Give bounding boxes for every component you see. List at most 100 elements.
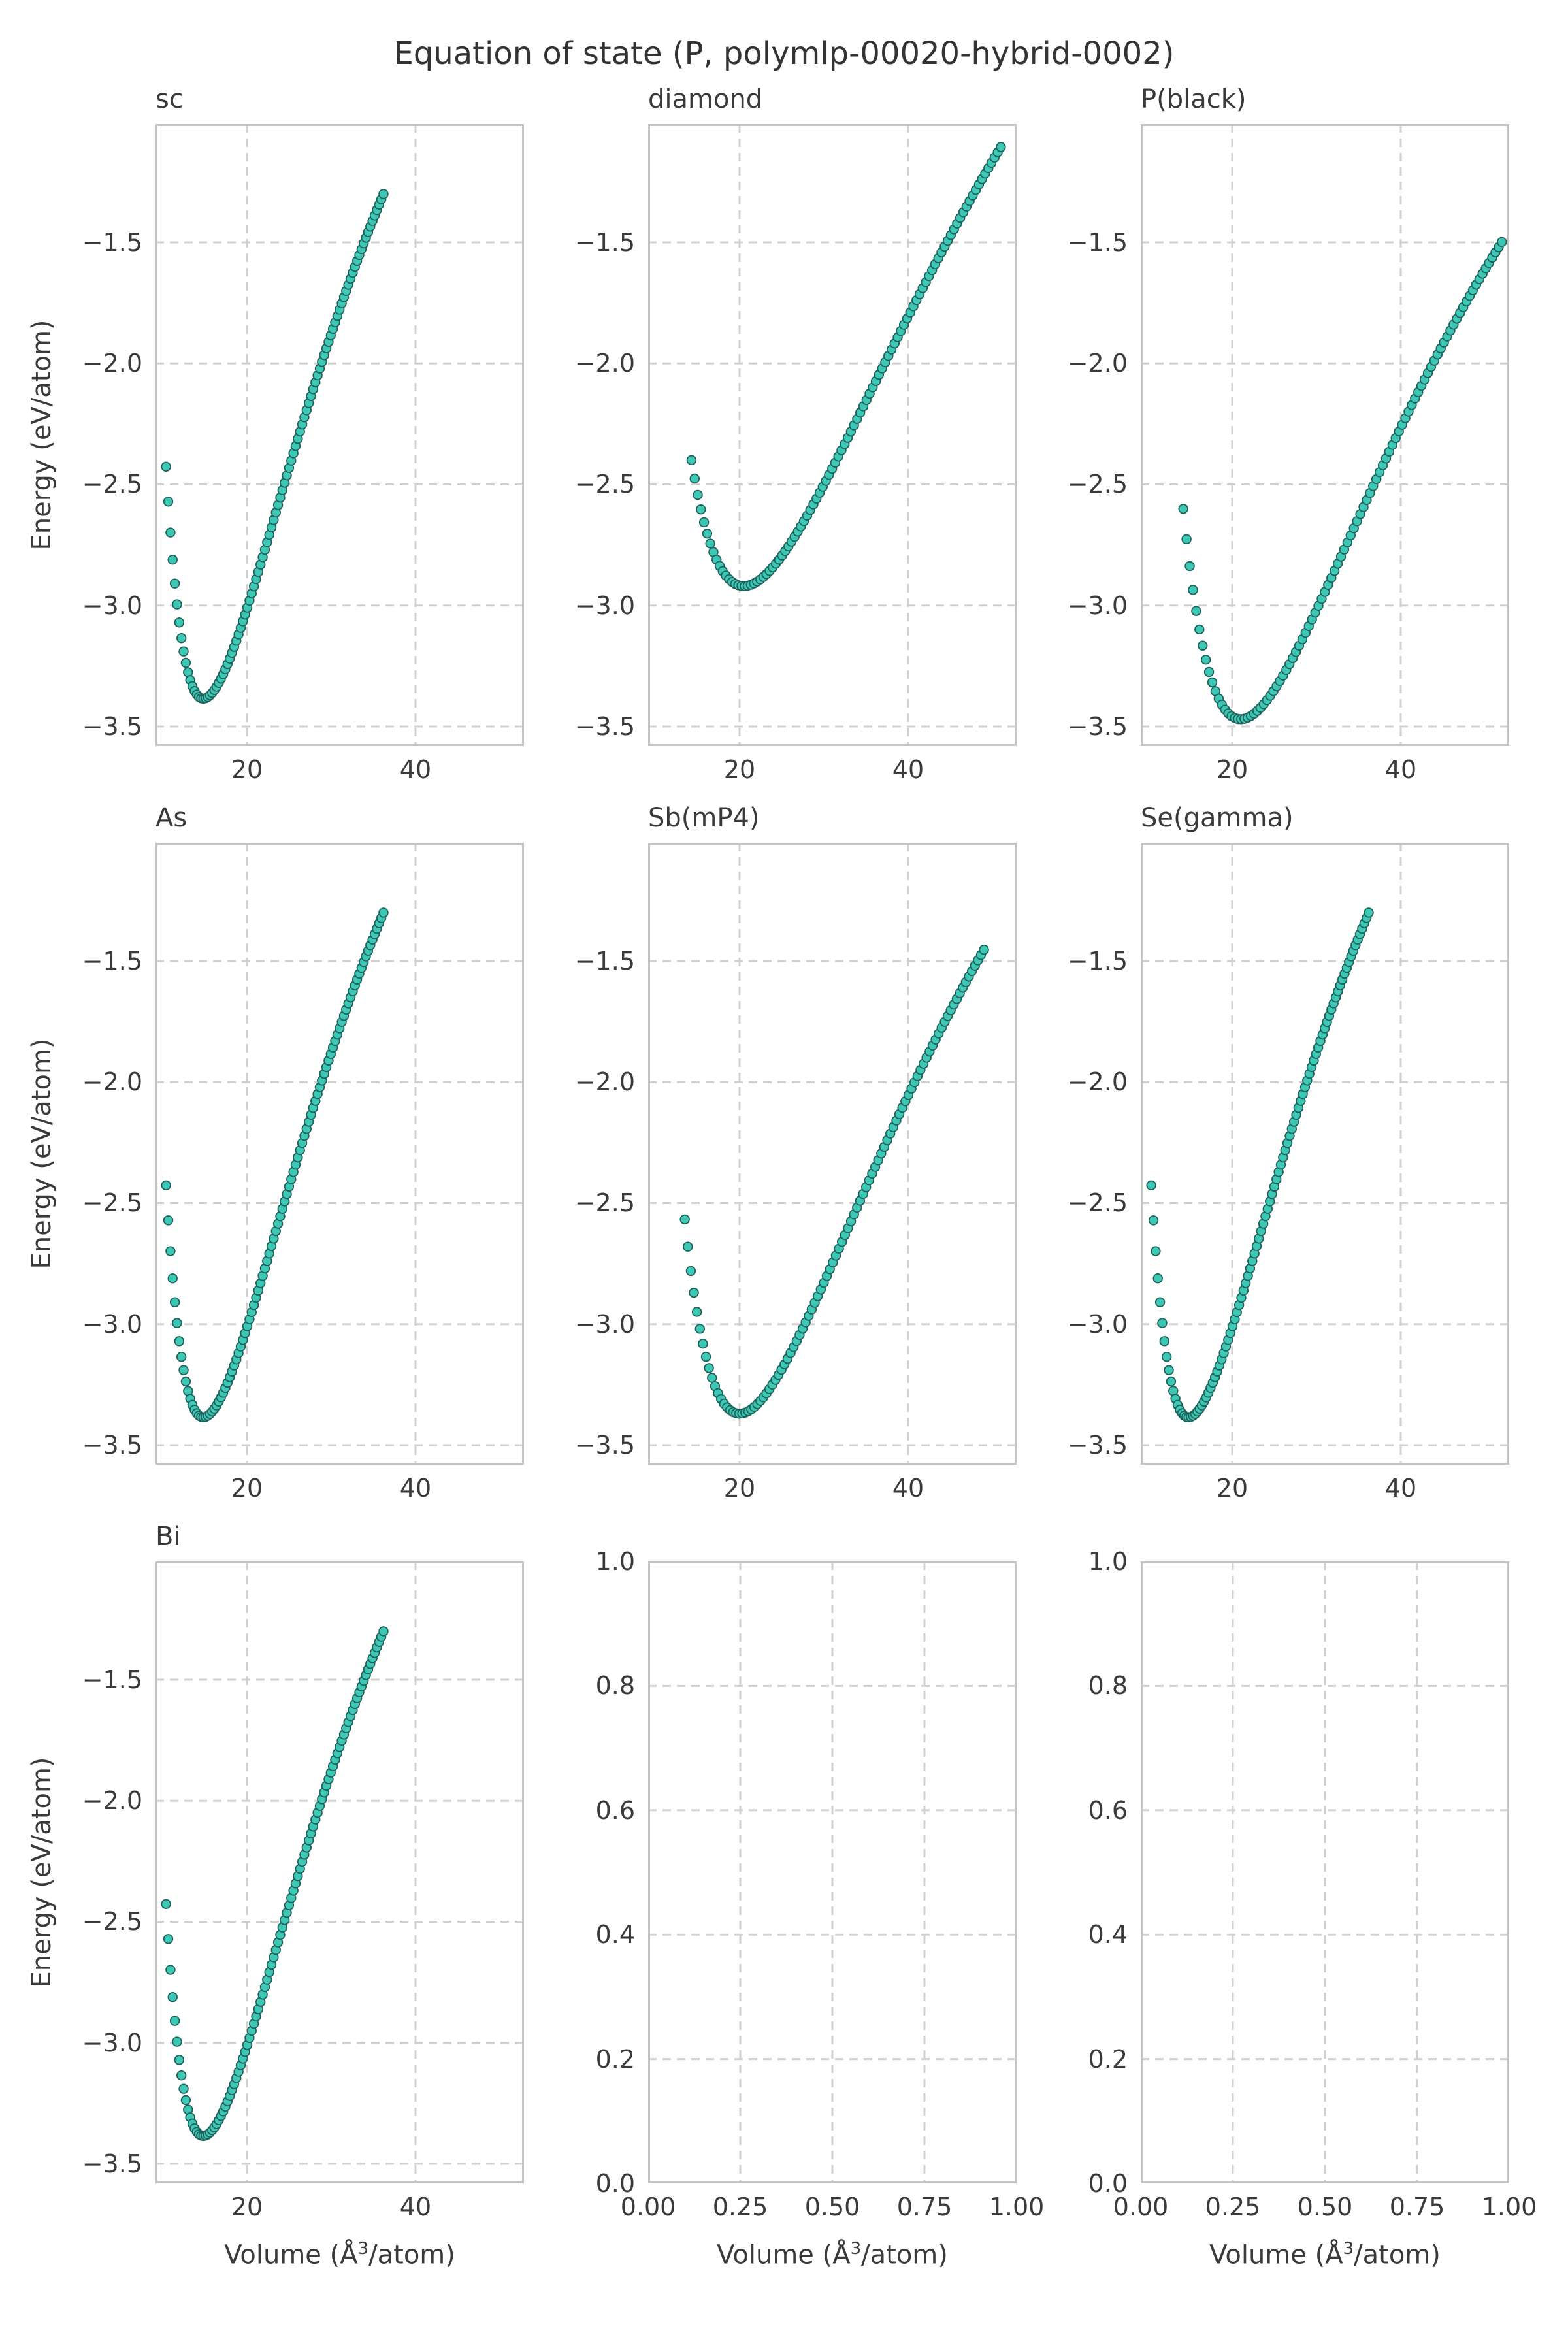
y-tick-label: −3.0 — [1067, 1309, 1128, 1339]
data-point — [161, 1899, 171, 1910]
x-tick-label: 40 — [399, 755, 432, 784]
x-tick-label: 20 — [231, 1474, 263, 1503]
data-point — [378, 907, 389, 918]
x-tick-label: 20 — [231, 2193, 263, 2221]
y-tick-label: 0.8 — [1088, 1671, 1128, 1701]
subplot-title-Bi: Bi — [155, 1522, 181, 1552]
x-tick-label: 40 — [892, 1474, 924, 1503]
data-point — [180, 657, 191, 668]
y-tick-label: −2.0 — [574, 349, 635, 378]
data-point — [693, 489, 703, 500]
data-point — [165, 1965, 176, 1975]
y-tick-label: 0.0 — [595, 2169, 635, 2198]
y-tick-label: −3.0 — [82, 2028, 142, 2057]
data-point — [1191, 606, 1201, 616]
data-point — [378, 1626, 389, 1637]
data-point — [679, 1214, 690, 1225]
y-tick-label: 1.0 — [595, 1547, 635, 1576]
y-tick-label: 0.2 — [1088, 2044, 1128, 2074]
data-point — [700, 1351, 711, 1362]
y-tick-label: −3.0 — [574, 1309, 635, 1339]
y-tick-label: −2.0 — [1067, 349, 1128, 378]
data-point — [1364, 907, 1374, 918]
data-point — [169, 578, 180, 589]
data-point — [174, 2055, 185, 2065]
y-tick-label: −2.5 — [82, 1907, 142, 1936]
data-point — [169, 2016, 180, 2026]
subplot-title-sc: sc — [155, 84, 184, 114]
y-tick-label: −3.0 — [574, 591, 635, 620]
y-tick-label: −3.0 — [82, 1309, 142, 1339]
x-tick-label: 0.50 — [1297, 2193, 1353, 2221]
data-point — [698, 1339, 708, 1349]
data-point — [683, 1241, 693, 1252]
x-tick-label: 20 — [1216, 1474, 1249, 1503]
data-point — [1146, 1180, 1156, 1191]
data-point — [1184, 561, 1195, 572]
x-tick-label: 20 — [1216, 755, 1249, 784]
axes-spines — [1141, 124, 1509, 746]
data-point — [1188, 585, 1198, 595]
data-point — [167, 1273, 178, 1284]
data-point — [1164, 1365, 1174, 1375]
subplot-title-Se(gamma): Se(gamma) — [1141, 803, 1294, 833]
y-tick-label: 0.6 — [595, 1795, 635, 1825]
y-tick-label: −3.5 — [1067, 711, 1128, 741]
plot-area-empty-8 — [1141, 1561, 1509, 2183]
y-tick-label: −3.5 — [82, 711, 142, 741]
y-tick-label: 0.0 — [1088, 2169, 1128, 2198]
y-tick-label: −1.5 — [1067, 227, 1128, 257]
x-tick-label: 40 — [892, 755, 924, 784]
data-point — [1161, 1352, 1172, 1362]
axes-spines — [648, 124, 1017, 746]
data-point — [1154, 1297, 1166, 1307]
data-point — [1200, 655, 1211, 665]
x-tick-label: 0.25 — [1205, 2193, 1261, 2221]
data-point — [1178, 504, 1188, 514]
y-axis-label: Energy (eV/atom) — [27, 319, 57, 551]
data-point — [378, 189, 389, 199]
y-tick-label: −2.5 — [82, 1188, 142, 1218]
y-tick-label: 0.4 — [595, 1920, 635, 1950]
data-point — [996, 142, 1006, 152]
data-point — [704, 1363, 714, 1373]
plot-area-empty-7 — [648, 1561, 1017, 2183]
data-point — [163, 1215, 174, 1226]
data-point — [1497, 237, 1507, 248]
y-tick-label: 0.6 — [1088, 1795, 1128, 1825]
data-point — [702, 529, 713, 539]
x-tick-label: 40 — [399, 1474, 432, 1503]
y-tick-label: −2.5 — [574, 1188, 635, 1218]
y-tick-label: −2.5 — [1067, 1188, 1128, 1218]
plot-area-sc — [155, 124, 524, 746]
data-point — [1159, 1336, 1170, 1347]
y-axis-label: Energy (eV/atom) — [27, 1038, 57, 1269]
plot-area-Bi — [155, 1561, 524, 2183]
y-tick-label: −2.5 — [1067, 470, 1128, 499]
y-tick-label: −2.0 — [82, 349, 142, 378]
y-tick-label: −3.5 — [82, 1430, 142, 1460]
axes-spines — [155, 1561, 524, 2183]
data-point — [1148, 1215, 1159, 1226]
data-point — [698, 517, 710, 528]
plot-area-diamond — [648, 124, 1017, 746]
y-tick-label: −3.0 — [1067, 591, 1128, 620]
y-tick-label: −1.5 — [82, 946, 142, 975]
subplot-title-diamond: diamond — [648, 84, 763, 114]
data-point — [707, 1373, 717, 1383]
y-tick-label: −1.5 — [574, 946, 635, 975]
y-tick-label: −3.5 — [1067, 1430, 1128, 1460]
y-tick-label: −3.5 — [574, 711, 635, 741]
data-point — [163, 497, 174, 507]
y-tick-label: −2.0 — [1067, 1068, 1128, 1097]
data-point — [161, 461, 171, 472]
x-tick-label: 40 — [399, 2193, 432, 2221]
x-tick-label: 0.25 — [712, 2193, 768, 2221]
data-point — [172, 1318, 182, 1328]
data-point — [169, 1297, 180, 1307]
x-tick-label: 0.00 — [620, 2193, 676, 2221]
x-tick-label: 0.00 — [1113, 2193, 1169, 2221]
data-point — [176, 633, 187, 644]
data-point — [696, 504, 706, 515]
